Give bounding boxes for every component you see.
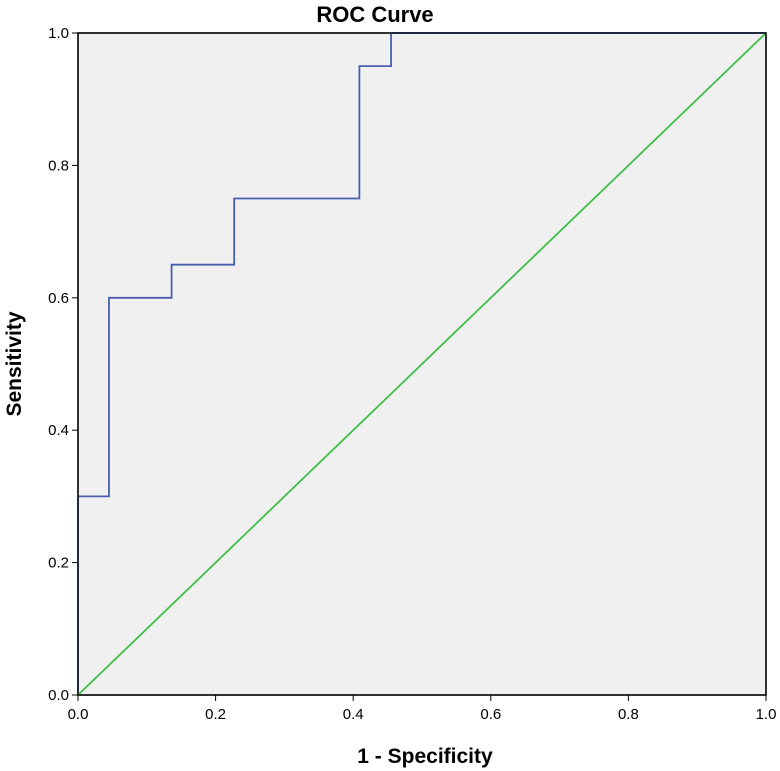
y-tick-label: 0.2 — [48, 555, 69, 572]
x-tick-label: 0.4 — [343, 706, 364, 723]
x-tick-label: 0.6 — [480, 706, 501, 723]
y-tick-label: 0.8 — [48, 157, 69, 174]
y-tick-label: 0.0 — [48, 687, 69, 704]
y-tick-label: 0.6 — [48, 290, 69, 307]
x-tick-label: 0.2 — [205, 706, 226, 723]
series-layer — [77, 32, 767, 696]
y-tick-label: 1.0 — [48, 25, 69, 42]
roc-curve-line — [77, 32, 766, 695]
x-axis-label: 1 - Specificity — [357, 745, 493, 768]
y-axis-label: Sensitivity — [3, 311, 26, 416]
plot-frame — [77, 32, 767, 696]
y-tick-label: 0.4 — [48, 422, 69, 439]
reference-line — [77, 32, 767, 696]
x-tick-label: 0.0 — [68, 706, 89, 723]
chart-title: ROC Curve — [316, 2, 433, 27]
x-tick-label: 0.8 — [618, 706, 639, 723]
x-tick-label: 1.0 — [756, 706, 777, 723]
axis-ticks: 0.0 0.2 0.4 0.6 0.8 1.0 0.0 0.2 0.4 0.6 0.8 1.0 — [48, 25, 776, 723]
